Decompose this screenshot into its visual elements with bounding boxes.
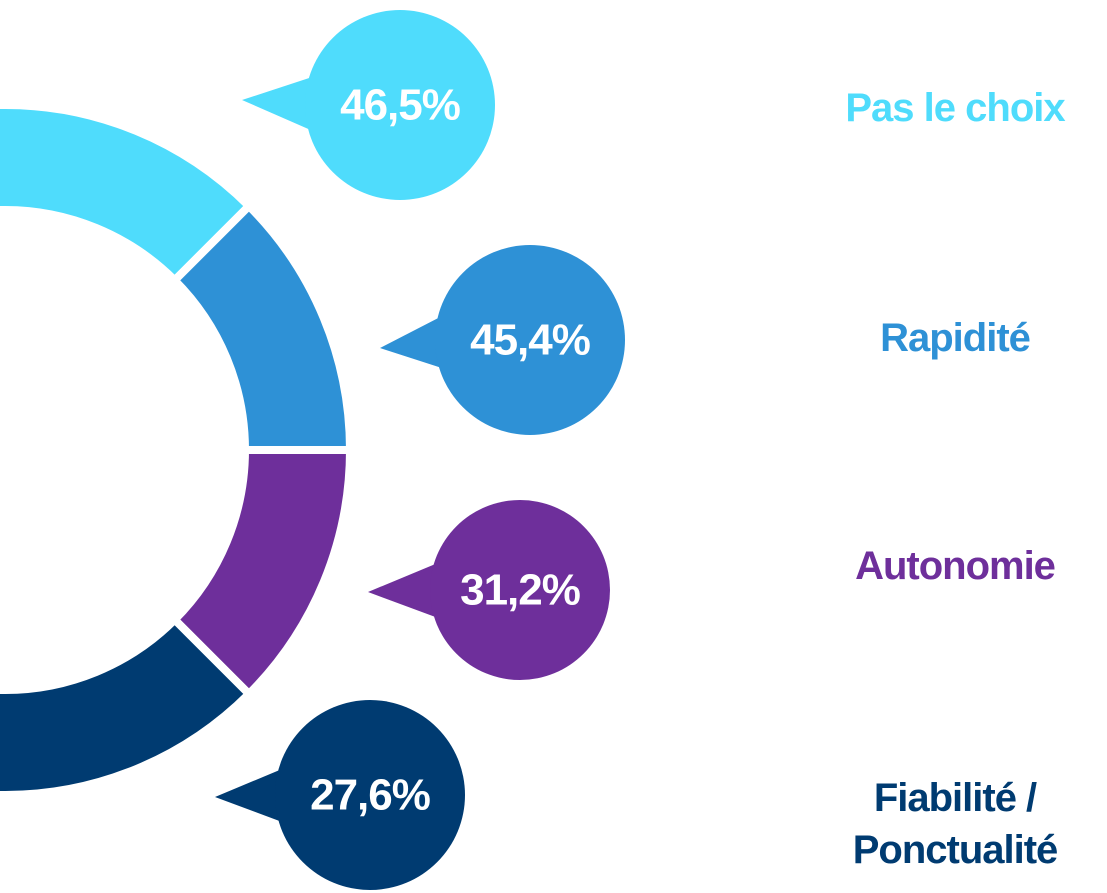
bubble: [435, 245, 625, 435]
value-label: 31,2%: [460, 566, 580, 615]
ring-segment: [0, 101, 255, 286]
bubble: [275, 700, 465, 890]
value-label: 46,5%: [340, 81, 460, 130]
category-label: Fiabilité / Ponctualité: [852, 776, 1059, 872]
value-label: 27,6%: [310, 771, 430, 820]
category-label: Rapidité: [880, 316, 1031, 360]
bubble: [305, 10, 495, 200]
bubble: [430, 500, 610, 680]
category-label: Pas le choix: [845, 86, 1065, 130]
value-label: 45,4%: [470, 316, 590, 365]
category-label: Autonomie: [855, 544, 1056, 588]
ring-segment: [0, 614, 255, 799]
